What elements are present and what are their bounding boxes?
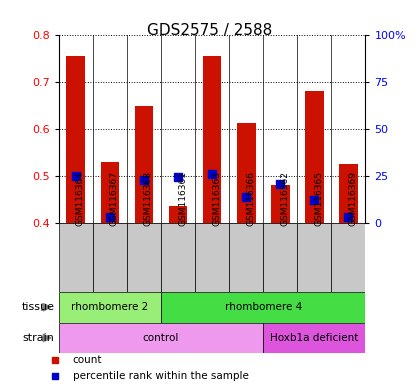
Bar <box>229 223 263 292</box>
Bar <box>305 91 324 223</box>
Bar <box>161 292 365 323</box>
Bar <box>271 185 290 223</box>
Text: GSM116363: GSM116363 <box>212 171 221 226</box>
Bar <box>237 123 255 223</box>
Text: count: count <box>73 355 102 365</box>
Point <box>52 357 59 363</box>
Bar <box>339 164 358 223</box>
Bar <box>127 223 161 292</box>
Point <box>73 173 79 179</box>
Bar <box>263 323 365 353</box>
Point <box>175 174 181 180</box>
Point <box>107 214 113 220</box>
Text: strain: strain <box>23 333 55 343</box>
Bar <box>66 56 85 223</box>
Text: GSM116361: GSM116361 <box>178 171 187 226</box>
Bar <box>59 292 161 323</box>
Bar <box>263 223 297 292</box>
Bar <box>203 56 221 223</box>
Text: GSM116364: GSM116364 <box>76 171 85 226</box>
Point <box>141 177 147 184</box>
Bar <box>59 223 93 292</box>
Bar <box>169 206 187 223</box>
Point <box>243 194 249 200</box>
Point <box>209 171 215 177</box>
Bar <box>134 106 153 223</box>
Point <box>311 197 318 203</box>
Text: GSM116369: GSM116369 <box>348 171 357 226</box>
Point <box>345 214 352 220</box>
Text: GSM116367: GSM116367 <box>110 171 119 226</box>
Text: rhombomere 4: rhombomere 4 <box>225 302 302 312</box>
Text: percentile rank within the sample: percentile rank within the sample <box>73 371 249 381</box>
Bar <box>93 223 127 292</box>
Text: GDS2575 / 2588: GDS2575 / 2588 <box>147 23 273 38</box>
Text: Hoxb1a deficient: Hoxb1a deficient <box>270 333 359 343</box>
Text: rhombomere 2: rhombomere 2 <box>71 302 149 312</box>
Point <box>52 373 59 379</box>
Text: GSM116368: GSM116368 <box>144 171 153 226</box>
Text: GSM116365: GSM116365 <box>314 171 323 226</box>
Bar <box>59 323 263 353</box>
Bar <box>297 223 331 292</box>
Bar <box>161 223 195 292</box>
Bar <box>331 223 365 292</box>
Bar <box>100 162 119 223</box>
Text: tissue: tissue <box>21 302 55 312</box>
Point <box>277 180 284 187</box>
Text: GSM116362: GSM116362 <box>280 171 289 226</box>
Text: GSM116366: GSM116366 <box>246 171 255 226</box>
Text: control: control <box>143 333 179 343</box>
Bar <box>195 223 229 292</box>
